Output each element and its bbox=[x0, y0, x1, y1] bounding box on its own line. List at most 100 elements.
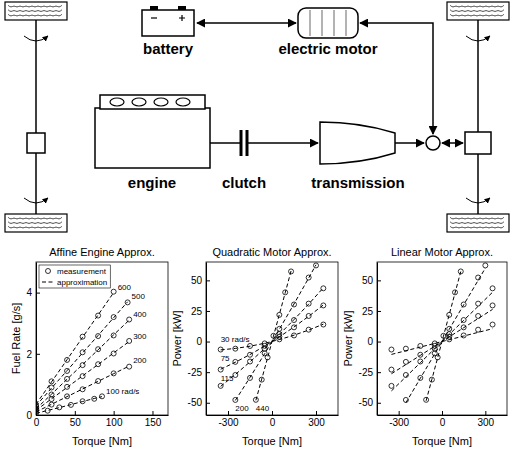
tick-mark bbox=[272, 411, 273, 415]
tick: 2 bbox=[26, 349, 40, 360]
curve-label: 200 bbox=[133, 356, 147, 365]
tick-mark bbox=[152, 411, 153, 415]
tick-label: -300 bbox=[218, 417, 238, 428]
power-flow bbox=[197, 22, 296, 24]
motor-body bbox=[298, 8, 358, 38]
y-axis-title: Power [kW] bbox=[171, 310, 183, 366]
tick: -25 bbox=[188, 367, 210, 378]
approximation-line bbox=[406, 268, 485, 403]
tick: 100 bbox=[106, 411, 123, 428]
battery-plus bbox=[179, 15, 185, 21]
rotation-arrow bbox=[24, 198, 48, 203]
tick-label: -50 bbox=[359, 397, 374, 408]
x-axis: 050100150 bbox=[34, 411, 169, 428]
tick: 50 bbox=[362, 275, 381, 286]
tick: 25 bbox=[191, 306, 210, 317]
rotation-arrow bbox=[466, 198, 490, 203]
tick: 50 bbox=[191, 275, 210, 286]
y-axis: -50 -25 0 25 50 bbox=[188, 263, 210, 416]
cylinder bbox=[154, 98, 168, 106]
shaft bbox=[395, 142, 424, 144]
transmission-body bbox=[320, 122, 395, 164]
axis-line bbox=[378, 415, 508, 416]
measurement-point bbox=[80, 387, 85, 392]
tick-label: -50 bbox=[188, 397, 203, 408]
figure-canvas: batteryelectric motorengineclutchtransmi… bbox=[0, 0, 514, 457]
battery-body bbox=[142, 10, 194, 36]
curve-label: 200 bbox=[235, 404, 249, 413]
plot-frame bbox=[36, 262, 168, 415]
tick-label: 50 bbox=[70, 417, 82, 428]
wheel-tread bbox=[450, 5, 504, 7]
tick-label: 50 bbox=[362, 275, 374, 286]
measurement-point bbox=[57, 405, 62, 410]
node-label: engine bbox=[128, 174, 176, 191]
tick: 0 bbox=[196, 336, 210, 347]
node-label: transmission bbox=[311, 174, 404, 191]
clutch-plate bbox=[240, 130, 243, 156]
tick: 25 bbox=[362, 306, 381, 317]
approximation-line bbox=[221, 324, 324, 350]
chart-title: Affine Engine Approx. bbox=[49, 246, 155, 258]
tick-mark bbox=[377, 372, 381, 373]
wheel-tread bbox=[8, 5, 62, 7]
wheel-tread bbox=[450, 226, 504, 228]
tick-mark bbox=[206, 372, 210, 373]
node-label: electric motor bbox=[278, 40, 377, 57]
wheel-body bbox=[5, 2, 67, 20]
axis-line bbox=[377, 263, 378, 416]
tick: -50 bbox=[359, 397, 381, 408]
wheel-tread bbox=[8, 222, 62, 224]
tick-mark bbox=[36, 293, 40, 294]
chart-panel: -3000300-50-2502550Linear Motor Approx.T… bbox=[342, 246, 507, 447]
axis-line bbox=[36, 263, 37, 416]
tick-mark bbox=[206, 311, 210, 312]
wheel-body bbox=[447, 2, 509, 20]
tick-mark bbox=[206, 403, 210, 404]
engine-block bbox=[95, 108, 210, 168]
tick-label: 150 bbox=[145, 417, 162, 428]
tick: 0 bbox=[440, 411, 446, 428]
rotation-arrow bbox=[466, 36, 490, 41]
measurement-point bbox=[96, 379, 101, 384]
wheel-tread bbox=[450, 222, 504, 224]
axle-box bbox=[27, 133, 45, 153]
x-axis-title: Torque [Nm] bbox=[412, 435, 472, 447]
axis-line bbox=[37, 415, 169, 416]
x-axis: -3000300 bbox=[207, 411, 339, 428]
wheel-tread bbox=[8, 226, 62, 228]
wheel bbox=[5, 214, 67, 232]
tick-label: 50 bbox=[191, 275, 203, 286]
measurement-point bbox=[277, 312, 282, 317]
measurement-point bbox=[65, 384, 70, 389]
measurement-point bbox=[100, 394, 105, 399]
background bbox=[0, 0, 514, 457]
approximation-line bbox=[256, 271, 291, 400]
curve-label: 440 bbox=[256, 404, 270, 413]
wheel-tread bbox=[450, 217, 504, 219]
wheel-body bbox=[5, 214, 67, 232]
tick-label: 0 bbox=[440, 417, 446, 428]
tick-mark bbox=[399, 411, 400, 415]
x-axis: -3000300 bbox=[378, 411, 508, 428]
node-label: battery bbox=[143, 40, 194, 57]
wheel-body bbox=[447, 214, 509, 232]
measurement-point bbox=[490, 286, 495, 291]
axle bbox=[477, 20, 479, 214]
x-axis-title: Torque [Nm] bbox=[242, 435, 302, 447]
curve-label: 500 bbox=[132, 292, 146, 301]
curve-label: 300 bbox=[133, 332, 147, 341]
tick-label: 25 bbox=[362, 306, 374, 317]
chart-title: Linear Motor Approx. bbox=[391, 246, 493, 258]
tick-mark bbox=[206, 280, 210, 281]
tick-mark bbox=[377, 280, 381, 281]
motor-rib bbox=[310, 10, 346, 36]
tick: 0 bbox=[367, 336, 381, 347]
tick-label: -25 bbox=[188, 367, 203, 378]
axle bbox=[35, 20, 37, 214]
cylinder bbox=[132, 98, 146, 106]
curve-label: 100 rad/s bbox=[106, 387, 139, 396]
tick-label: 300 bbox=[477, 417, 494, 428]
tick-label: 25 bbox=[191, 306, 203, 317]
legend-symbol bbox=[42, 282, 54, 283]
